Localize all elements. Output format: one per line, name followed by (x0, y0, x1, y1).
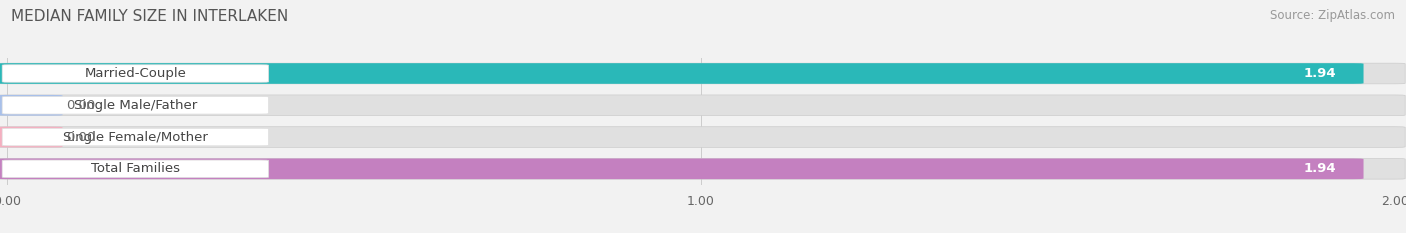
FancyBboxPatch shape (3, 160, 269, 178)
Text: 1.94: 1.94 (1303, 67, 1336, 80)
FancyBboxPatch shape (0, 95, 1405, 116)
Text: Single Female/Mother: Single Female/Mother (63, 130, 208, 144)
Text: MEDIAN FAMILY SIZE IN INTERLAKEN: MEDIAN FAMILY SIZE IN INTERLAKEN (11, 9, 288, 24)
Text: Total Families: Total Families (91, 162, 180, 175)
FancyBboxPatch shape (0, 63, 1405, 84)
Text: Source: ZipAtlas.com: Source: ZipAtlas.com (1270, 9, 1395, 22)
FancyBboxPatch shape (3, 128, 269, 146)
FancyBboxPatch shape (0, 127, 1405, 147)
FancyBboxPatch shape (0, 158, 1405, 179)
Text: 0.00: 0.00 (66, 99, 96, 112)
Text: 1.94: 1.94 (1303, 162, 1336, 175)
FancyBboxPatch shape (3, 96, 269, 114)
FancyBboxPatch shape (0, 63, 1364, 84)
FancyBboxPatch shape (0, 127, 62, 147)
Text: Single Male/Father: Single Male/Father (73, 99, 197, 112)
FancyBboxPatch shape (0, 158, 1364, 179)
Text: 0.00: 0.00 (66, 130, 96, 144)
FancyBboxPatch shape (3, 65, 269, 82)
Text: Married-Couple: Married-Couple (84, 67, 187, 80)
FancyBboxPatch shape (0, 95, 62, 116)
